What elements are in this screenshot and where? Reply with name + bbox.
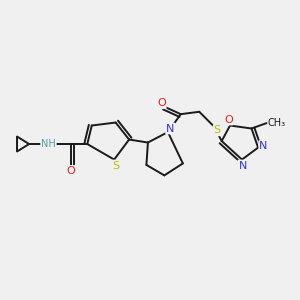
- Text: O: O: [157, 98, 166, 108]
- Text: O: O: [67, 166, 75, 176]
- Text: NH: NH: [41, 139, 56, 149]
- Text: N: N: [259, 141, 268, 151]
- Text: CH₃: CH₃: [267, 118, 285, 128]
- Text: S: S: [214, 125, 221, 135]
- Text: N: N: [166, 124, 175, 134]
- Text: N: N: [238, 160, 247, 170]
- Text: O: O: [224, 115, 233, 124]
- Text: S: S: [112, 160, 119, 170]
